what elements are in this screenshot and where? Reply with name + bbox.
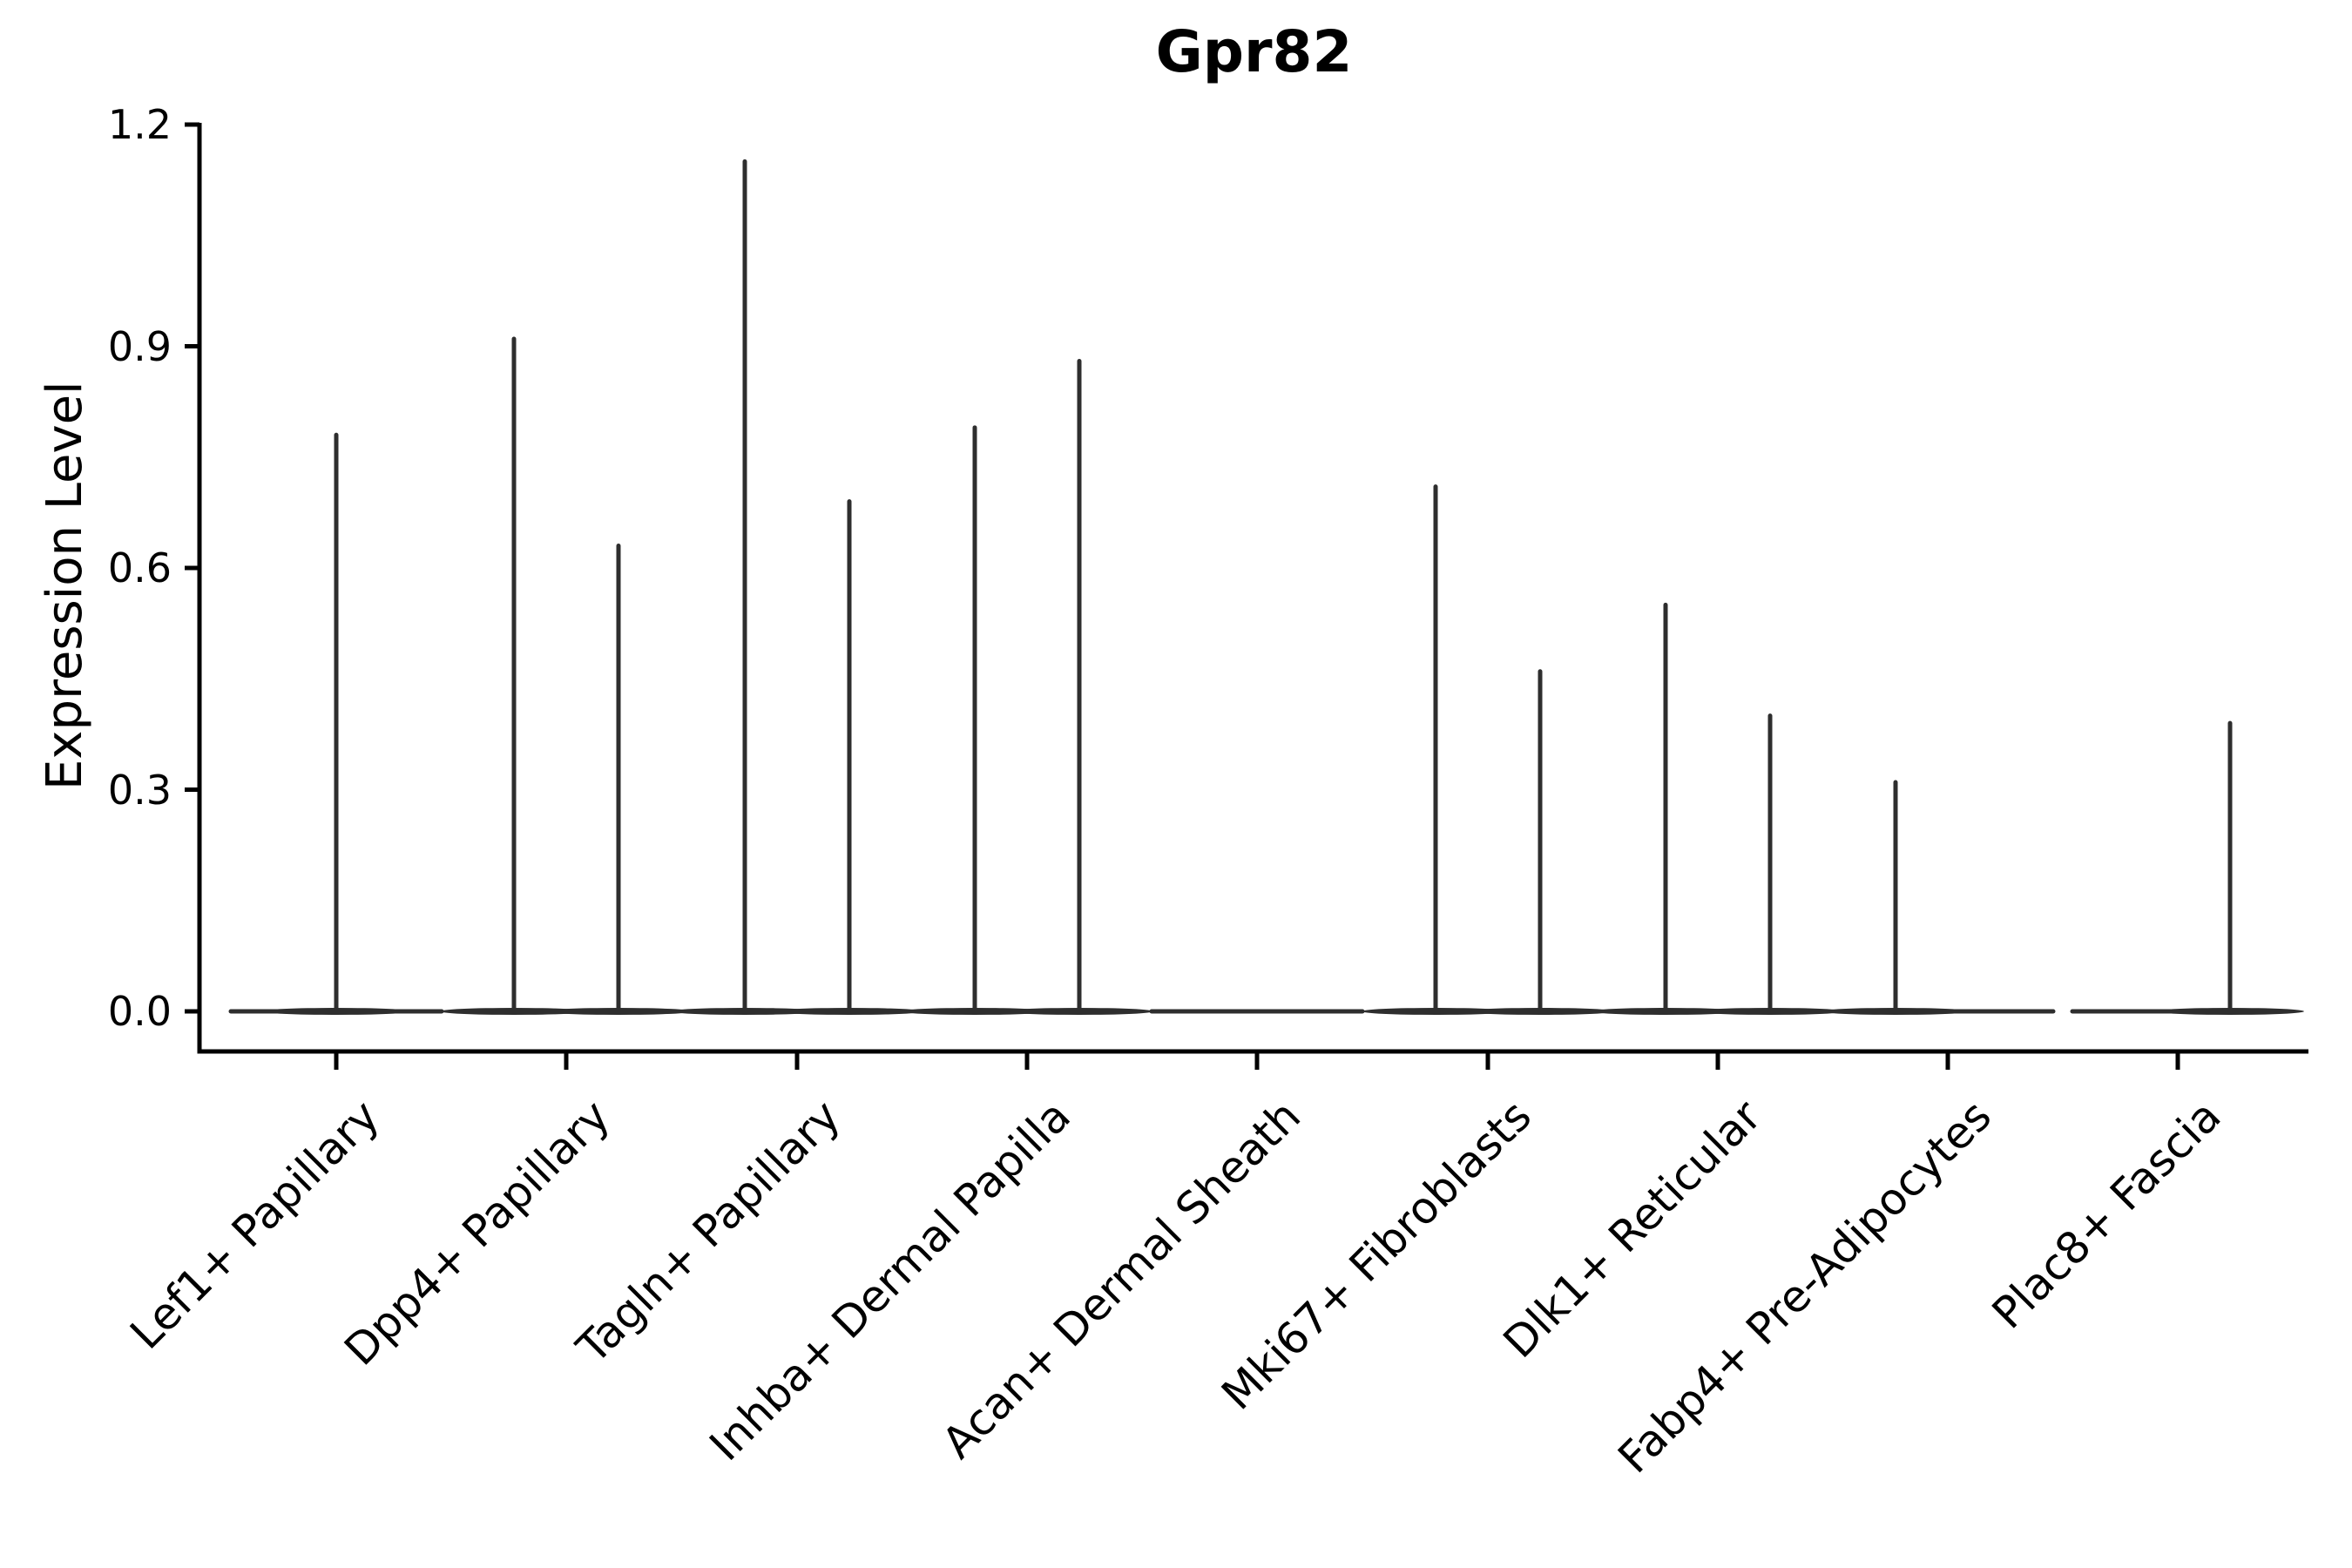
y-tick-label: 0.9	[107, 322, 172, 370]
y-tick-label: 0.6	[107, 544, 172, 591]
y-tick-label: 1.2	[107, 101, 172, 148]
y-tick-label: 0.3	[107, 766, 172, 814]
y-axis-title: Expression Level	[37, 381, 93, 790]
chart-title: Gpr82	[1155, 18, 1353, 85]
y-tick-label: 0.0	[107, 988, 172, 1035]
